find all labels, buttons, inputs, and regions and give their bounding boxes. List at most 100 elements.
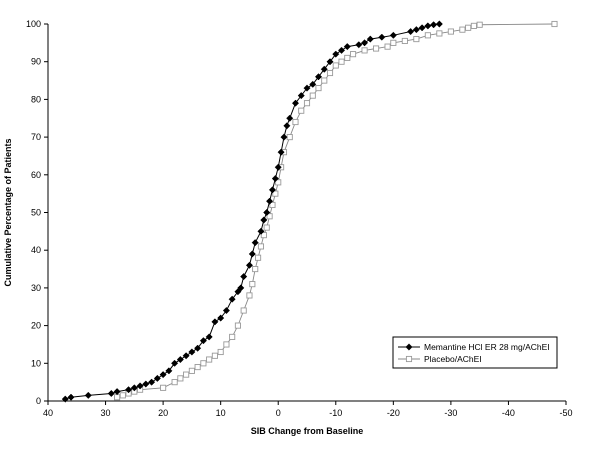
data-point (194, 364, 201, 371)
y-tick-label: 30 (31, 283, 41, 293)
y-tick-label: 50 (31, 208, 41, 218)
data-point (84, 391, 92, 399)
data-point (171, 359, 179, 367)
data-point (418, 24, 426, 32)
x-tick-label: 20 (158, 408, 168, 418)
data-point (61, 395, 69, 403)
data-point (153, 374, 161, 382)
y-tick-label: 10 (31, 358, 41, 368)
data-point (286, 114, 294, 122)
data-point (286, 134, 293, 141)
data-point (67, 393, 75, 401)
data-point (274, 163, 282, 171)
data-point (266, 197, 274, 205)
y-tick-label: 90 (31, 57, 41, 67)
data-point (269, 201, 276, 209)
data-point (188, 367, 195, 374)
legend-label: Placebo/AChEI (424, 354, 482, 364)
data-point (465, 24, 472, 31)
data-point (199, 337, 207, 345)
data-point (407, 27, 415, 36)
data-point (263, 224, 270, 231)
data-point (430, 21, 438, 29)
y-tick-label: 70 (31, 132, 41, 142)
data-point (447, 28, 454, 35)
data-point (332, 50, 340, 58)
legend-marker (405, 343, 413, 351)
data-point (240, 273, 248, 281)
data-point (211, 352, 218, 359)
data-point (248, 250, 256, 258)
data-point (119, 392, 126, 399)
data-point (125, 386, 133, 394)
data-point (260, 232, 267, 239)
data-point (309, 80, 317, 88)
y-tick-label: 40 (31, 245, 41, 255)
data-point (401, 37, 408, 45)
data-point (257, 243, 265, 250)
data-point (436, 30, 443, 37)
data-point (314, 73, 323, 81)
data-point (326, 58, 334, 66)
y-axis-title: Cumulative Percentage of Patients (3, 138, 13, 286)
data-point (113, 388, 121, 396)
data-point (263, 208, 271, 217)
series-layer (61, 20, 558, 403)
data-point (337, 46, 346, 54)
y-tick-label: 20 (31, 321, 41, 331)
data-point (223, 341, 230, 348)
series-line (65, 23, 440, 400)
data-point (194, 344, 202, 352)
data-point (291, 99, 300, 107)
data-point (389, 31, 397, 39)
y-tick-label: 0 (36, 396, 41, 406)
data-point (476, 21, 483, 28)
data-point (142, 380, 150, 388)
x-axis-title: SIB Change from Baseline (251, 426, 364, 436)
data-point (303, 100, 311, 107)
data-point (268, 186, 277, 194)
data-point (200, 360, 207, 367)
data-point (251, 239, 259, 247)
data-point (234, 322, 241, 329)
data-point (435, 20, 443, 28)
data-point (252, 266, 259, 273)
x-tick-label: 10 (216, 408, 226, 418)
data-point (148, 378, 156, 386)
data-point (160, 384, 167, 391)
data-point (277, 148, 285, 156)
legend-entries: Memantine HCl ER 28 mg/AChEI Placebo/AChE… (398, 342, 550, 364)
data-point (412, 26, 420, 34)
legend-entry: Memantine HCl ER 28 mg/AChEI (398, 342, 550, 352)
data-point (165, 367, 173, 375)
x-tick-label: -10 (329, 408, 342, 418)
data-point (211, 318, 219, 326)
legend-box (392, 336, 558, 369)
y-tick-label: 80 (31, 94, 41, 104)
data-point (249, 281, 256, 288)
data-point (130, 384, 138, 392)
data-point (303, 84, 311, 92)
data-point (107, 389, 115, 398)
data-point (237, 284, 245, 292)
data-point (384, 43, 391, 50)
data-point (266, 213, 273, 220)
data-point (217, 348, 224, 356)
data-point (424, 32, 431, 39)
data-point (349, 51, 357, 58)
data-point (245, 261, 253, 269)
legend-marker (405, 355, 413, 363)
legend-label: Memantine HCl ER 28 mg/AChEI (424, 342, 550, 352)
data-point (298, 107, 305, 114)
data-point (222, 306, 230, 315)
data-point (275, 179, 282, 186)
data-point (309, 92, 316, 99)
x-tick-label: -20 (387, 408, 400, 418)
x-tick-label: -40 (502, 408, 515, 418)
data-point (257, 227, 265, 235)
data-point (338, 58, 345, 65)
data-point (183, 371, 190, 378)
data-point (355, 41, 363, 49)
